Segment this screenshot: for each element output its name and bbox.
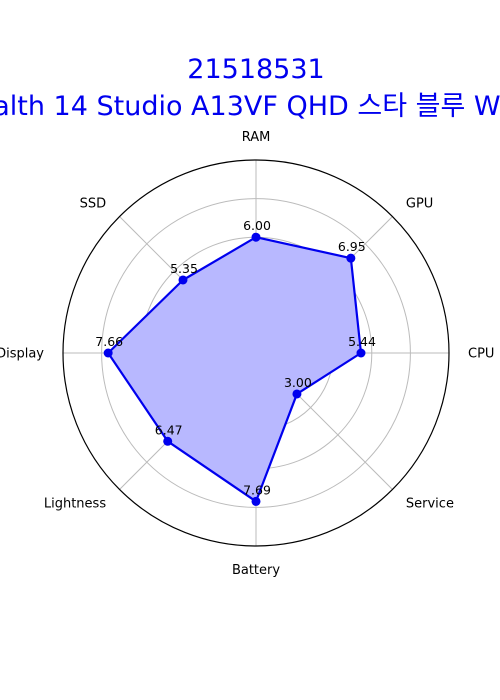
radar-series — [104, 233, 366, 506]
value-label-service: 3.00 — [284, 375, 312, 390]
axis-label-ram: RAM — [242, 130, 271, 145]
data-point-gpu — [346, 254, 355, 263]
data-point-cpu — [356, 349, 365, 358]
data-point-service — [292, 389, 301, 398]
value-label-display: 7.66 — [95, 334, 123, 349]
axis-label-service: Service — [406, 496, 454, 511]
value-label-ssd: 5.35 — [170, 261, 198, 276]
axis-label-display: Display — [0, 347, 44, 362]
data-point-lightness — [163, 437, 172, 446]
data-point-display — [104, 349, 113, 358]
chart-title: 21518531 — [187, 54, 324, 85]
data-point-ssd — [178, 275, 187, 284]
data-point-ram — [252, 233, 261, 242]
value-label-cpu: 5.44 — [348, 334, 376, 349]
axis-label-battery: Battery — [232, 563, 280, 578]
value-label-battery: 7.69 — [243, 482, 271, 497]
axis-label-cpu: CPU — [468, 347, 494, 362]
axis-label-gpu: GPU — [406, 197, 433, 212]
data-point-battery — [252, 497, 261, 506]
value-label-ram: 6.00 — [243, 218, 271, 233]
value-label-lightness: 6.47 — [155, 422, 183, 437]
value-label-gpu: 6.95 — [338, 239, 366, 254]
chart-subtitle: Stealth 14 Studio A13VF QHD 스타 블루 WIN11 — [0, 91, 500, 122]
axis-label-lightness: Lightness — [44, 496, 106, 511]
axis-label-ssd: SSD — [80, 197, 107, 212]
